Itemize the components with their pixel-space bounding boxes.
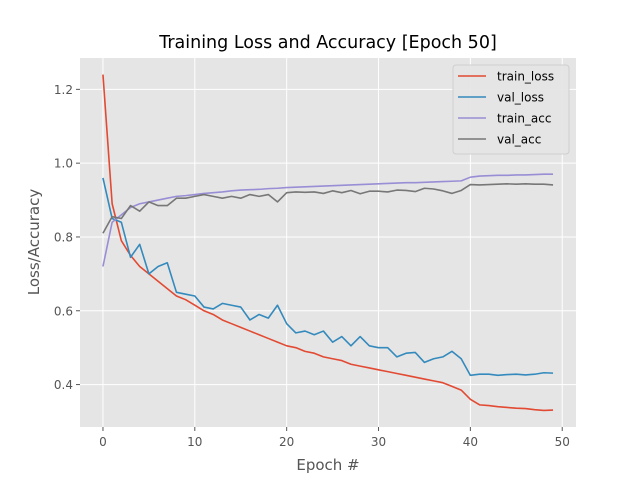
y-tick-label: 0.8 [54, 230, 73, 244]
x-axis-label: Epoch # [296, 456, 359, 474]
y-axis-ticks: 0.4 0.6 0.8 1.0 1.2 [54, 83, 80, 392]
x-tick-label: 50 [555, 435, 570, 449]
series-line-train-loss [102, 74, 554, 412]
series-line-val-loss [102, 177, 554, 377]
legend-label: train_acc [497, 112, 551, 126]
chart-title: Training Loss and Accuracy [Epoch 50] [158, 33, 497, 53]
x-tick-label: 20 [279, 435, 294, 449]
x-tick-label: 0 [99, 435, 107, 449]
series-line-val-acc [102, 183, 554, 234]
y-tick-label: 1.2 [54, 83, 73, 97]
x-axis-ticks: 0 10 20 30 40 50 [99, 427, 570, 449]
y-tick-label: 0.4 [54, 378, 73, 392]
legend: train_loss val_loss train_acc val_acc [452, 64, 570, 155]
legend-box [452, 64, 570, 155]
x-tick-label: 40 [463, 435, 478, 449]
legend-label: val_loss [497, 91, 544, 105]
y-tick-label: 1.0 [54, 157, 73, 171]
x-tick-label: 10 [187, 435, 202, 449]
y-tick-label: 0.6 [54, 304, 73, 318]
x-tick-label: 30 [371, 435, 386, 449]
series-line-train-acc [102, 173, 554, 267]
legend-label: val_acc [497, 133, 541, 147]
series-lines [102, 74, 554, 412]
y-axis-label: Loss/Accuracy [25, 189, 43, 296]
legend-label: train_loss [497, 70, 554, 84]
